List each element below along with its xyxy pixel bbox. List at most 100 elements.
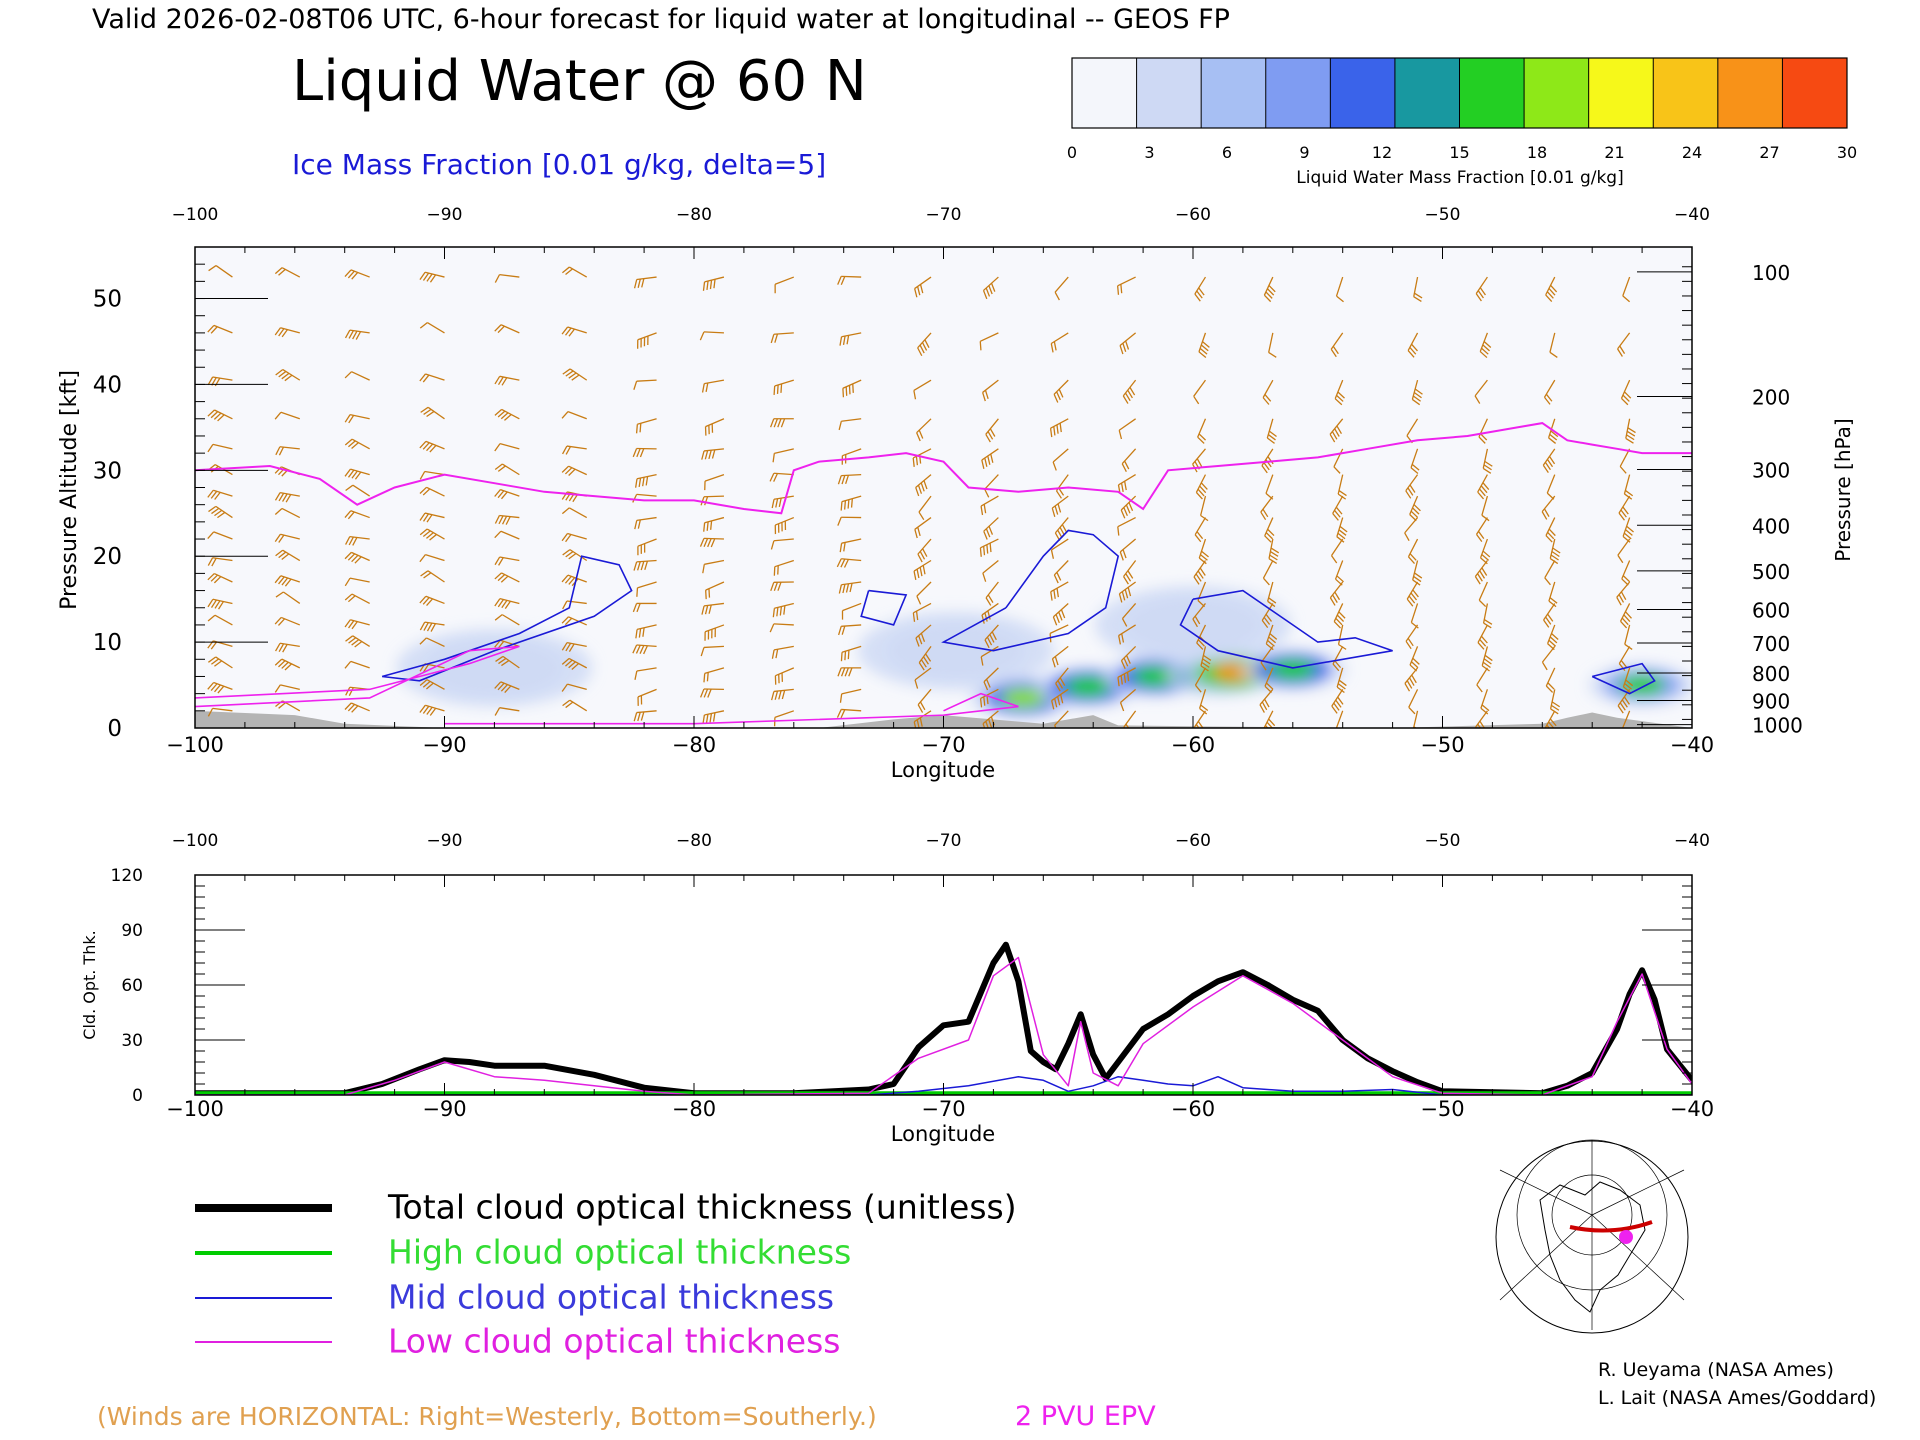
wind-barb-feather	[344, 269, 352, 278]
wind-barb	[1267, 581, 1277, 608]
wind-barb-feather	[1334, 591, 1341, 601]
wind-barb-feather	[1624, 643, 1633, 651]
wind-barb	[1116, 276, 1136, 295]
wind-barb-feather	[1620, 660, 1628, 668]
wind-barb-feather	[1620, 591, 1627, 600]
wind-barb-feather	[561, 574, 569, 583]
wind-barb-feather	[922, 565, 926, 575]
wind-barb-feather	[642, 627, 645, 637]
wind-barb	[274, 658, 301, 671]
wind-barb-feather	[633, 561, 638, 571]
y-tick-label: 30	[121, 1031, 143, 1051]
wind-barb-feather	[1476, 573, 1483, 582]
wind-barb	[1055, 667, 1069, 692]
x-tick-label-top: −100	[172, 205, 219, 225]
wind-barb-feather	[1624, 611, 1632, 619]
wind-barb-feather	[1261, 465, 1268, 474]
y-tick-label: 0	[107, 716, 122, 742]
wind-barb	[1262, 379, 1274, 405]
ice-contour	[1591, 662, 1656, 695]
wind-barb-feather	[639, 645, 645, 654]
wind-barb-shaft	[1404, 517, 1419, 534]
wind-barb	[774, 276, 795, 294]
wind-barb	[344, 438, 370, 450]
wind-barb-feather	[1117, 677, 1120, 687]
wind-barb-feather	[1335, 699, 1342, 708]
wind-barb	[637, 332, 657, 349]
wind-barb	[637, 538, 657, 556]
wind-barb-feather	[504, 413, 512, 421]
valid-line: Valid 2026-02-08T06 UTC, 6-hour forecast…	[92, 4, 1230, 35]
wind-barb-feather	[634, 520, 638, 530]
wind-barb-feather	[345, 635, 354, 642]
wind-barb-shaft	[349, 577, 370, 583]
y-tick-label: 120	[111, 866, 143, 886]
wind-barb-feather	[354, 641, 363, 648]
top-y2label: Pressure [hPa]	[1831, 418, 1855, 561]
wind-barb	[419, 637, 445, 647]
x-tick-label: −70	[921, 1097, 965, 1121]
wind-barb	[979, 332, 999, 351]
colorbar-cell	[1394, 58, 1460, 128]
wind-barb-feather	[1414, 572, 1423, 579]
wind-barb-feather	[1059, 423, 1062, 433]
wind-barb-feather	[278, 534, 285, 543]
wind-barb-feather	[842, 335, 846, 346]
wind-barb-feather	[351, 639, 360, 646]
wind-barb-feather	[772, 608, 776, 618]
wind-barb	[1197, 418, 1207, 444]
wind-barb-feather	[1053, 426, 1056, 436]
wind-barb-feather	[1474, 576, 1481, 585]
wind-barb-feather	[275, 591, 284, 598]
wind-barb-feather	[1336, 686, 1345, 694]
wind-barb-feather	[210, 411, 219, 419]
wind-barb-feather	[351, 621, 358, 630]
wind-barb-feather	[778, 497, 782, 508]
wind-barb	[839, 332, 862, 346]
wind-barb-feather	[1338, 490, 1347, 497]
wind-barb	[562, 699, 588, 712]
wind-barb-feather	[1265, 643, 1274, 651]
wind-barb	[1120, 645, 1137, 670]
wind-barb-feather	[639, 448, 645, 458]
wind-barb-feather	[1054, 505, 1059, 515]
wind-barb-feather	[704, 605, 709, 615]
wind-barb-feather	[699, 538, 705, 547]
x-tick-label: −90	[422, 733, 466, 757]
wind-barb-feather	[923, 480, 928, 490]
wind-barb-shaft	[1476, 667, 1488, 686]
wind-barb-shaft	[1268, 332, 1274, 353]
wind-barb-feather	[351, 554, 359, 563]
wind-barb-feather	[842, 388, 845, 398]
wind-barb-feather	[1267, 456, 1274, 465]
wind-barb	[982, 560, 999, 582]
wind-barb-feather	[344, 438, 353, 446]
wind-barb-feather	[916, 286, 921, 296]
ice-contour	[381, 555, 633, 682]
wind-barb	[275, 446, 300, 456]
liquid-core	[424, 637, 565, 698]
wind-barb-feather	[1337, 391, 1345, 399]
wind-barb	[984, 624, 999, 649]
wind-barb-feather	[1405, 640, 1412, 650]
wind-barb	[773, 379, 794, 396]
wind-barb-feather	[500, 684, 508, 692]
wind-barb-feather	[639, 423, 642, 433]
wind-barb-feather	[497, 325, 505, 334]
wind-barb-feather	[773, 582, 779, 591]
wind-barb-feather	[274, 658, 283, 666]
epv-surface-contour	[444, 692, 1019, 725]
wind-barb-feather	[210, 683, 218, 691]
pressure-tick-label: 500	[1752, 560, 1790, 584]
wind-barb-feather	[1051, 658, 1056, 668]
wind-barb-feather	[1061, 524, 1068, 533]
wind-barb	[494, 556, 520, 566]
wind-barb	[419, 528, 445, 541]
wind-barb-feather	[708, 604, 712, 614]
wind-barb	[494, 707, 520, 716]
wind-barb	[1121, 448, 1137, 473]
wind-barb-feather	[917, 704, 924, 713]
wind-barb-feather	[501, 377, 508, 386]
wind-barb	[704, 624, 725, 641]
wind-barb-shaft	[1333, 448, 1344, 468]
